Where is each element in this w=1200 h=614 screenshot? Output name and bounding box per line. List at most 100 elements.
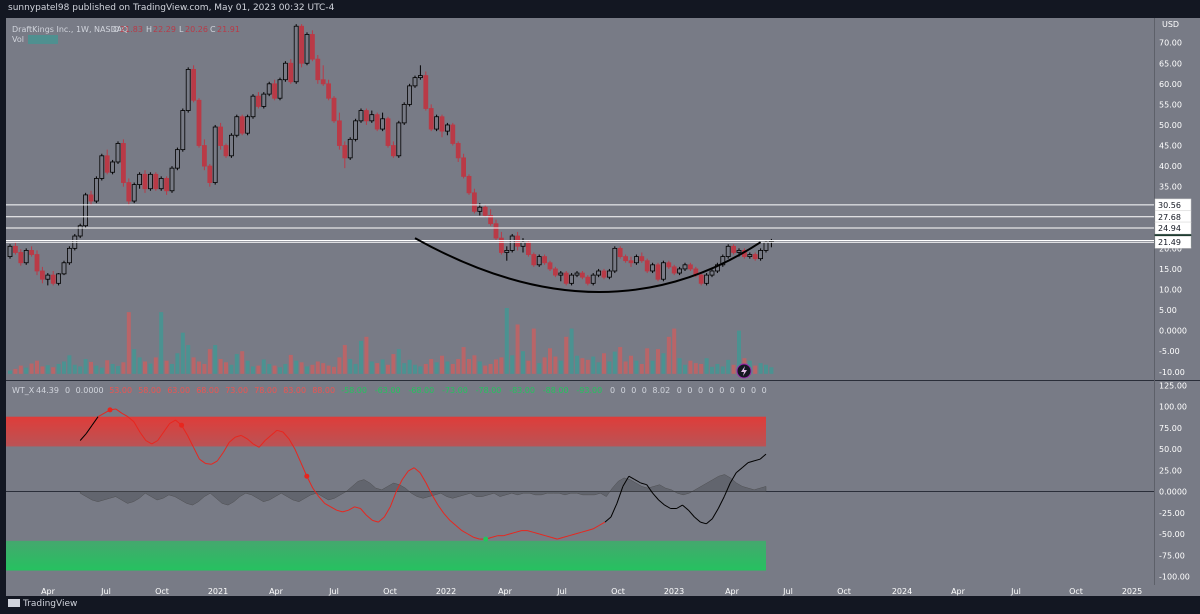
- wt-legend-value: 0: [677, 386, 682, 395]
- volume-bar: [542, 357, 547, 374]
- volume-bar: [564, 336, 569, 374]
- wt-line-segment: [288, 438, 296, 450]
- osc-tick-label: 50.00: [1159, 445, 1182, 454]
- volume-bar: [553, 356, 558, 374]
- volume-bar: [715, 363, 720, 374]
- wt-line-segment: [121, 412, 129, 418]
- wt-line-segment: [258, 440, 266, 448]
- volume-bar: [72, 364, 77, 374]
- wt-legend-value: -88.00: [543, 386, 569, 395]
- volume-bar: [67, 355, 72, 374]
- candle-body: [94, 178, 99, 202]
- chart-canvas[interactable]: 70.00 65.00 60.00 55.00 50.00 45.00 40.00 35.00…: [0, 18, 1200, 596]
- volume-bar: [639, 363, 644, 374]
- volume-bar: [278, 367, 282, 374]
- volume-bar: [710, 366, 714, 374]
- candle-body: [7, 245, 13, 257]
- volume-bar: [531, 328, 536, 374]
- volume-bar: [391, 354, 396, 374]
- wt-line-segment: [240, 434, 248, 440]
- price-tick-label: 15.00: [1159, 265, 1182, 274]
- volume-bar: [386, 364, 390, 374]
- volume-bar: [51, 367, 56, 374]
- candle-body: [731, 245, 736, 253]
- candle-body: [380, 118, 386, 130]
- wt-line-segment: [318, 496, 326, 504]
- close-label: C: [210, 25, 216, 34]
- candle-body: [212, 126, 218, 183]
- volume-bar: [407, 359, 412, 374]
- volume-bar: [720, 366, 725, 374]
- wt-line-segment: [717, 496, 725, 509]
- candle-body: [261, 93, 267, 107]
- volume-bar: [105, 360, 110, 374]
- candle-body: [720, 256, 726, 266]
- volume-bar: [326, 365, 331, 374]
- wt-line-segment: [252, 443, 260, 448]
- volume-bar: [137, 357, 142, 374]
- candle-body: [542, 256, 547, 264]
- candle-body: [607, 270, 612, 278]
- candle-body: [520, 241, 526, 247]
- candle-body: [180, 110, 186, 151]
- wt-line-segment: [563, 535, 570, 538]
- candle-body: [677, 268, 682, 274]
- candle-body: [385, 118, 391, 146]
- volume-bar: [704, 358, 709, 374]
- candle-body: [250, 95, 256, 118]
- volume-bar: [197, 361, 201, 374]
- wt-line-segment: [604, 516, 612, 523]
- wt-line-segment: [163, 423, 171, 433]
- volume-bar: [575, 355, 579, 374]
- wt-line-segment: [199, 458, 206, 464]
- candle-body: [164, 178, 170, 192]
- time-tick-label: 2023: [664, 587, 684, 596]
- candle-body: [218, 126, 224, 146]
- wt-line-segment: [664, 504, 671, 509]
- candle-body: [563, 272, 569, 284]
- wt-line-segment: [467, 533, 475, 538]
- time-tick-label: Oct: [1069, 587, 1083, 596]
- candle-body: [390, 145, 396, 157]
- candle-body: [45, 274, 51, 280]
- volume-bar: [229, 364, 234, 374]
- price-tick-label: 0.0000: [1159, 327, 1187, 336]
- time-tick-label: Oct: [383, 587, 397, 596]
- candle-body: [455, 143, 461, 159]
- volume-bar: [656, 349, 660, 374]
- high-label: H: [146, 25, 152, 34]
- wt-line-segment: [539, 533, 546, 537]
- publish-header: sunnypatel98 published on TradingView.co…: [0, 0, 1200, 18]
- wt-line-segment: [616, 486, 624, 504]
- wt-legend-value: 44.39: [36, 386, 59, 395]
- candle-body: [99, 155, 105, 179]
- volume-bar: [342, 345, 347, 374]
- candle-body: [461, 157, 467, 177]
- candle-body: [67, 247, 72, 264]
- candle-body: [282, 62, 288, 81]
- volume-bar: [78, 366, 83, 374]
- volume-bar: [672, 328, 677, 374]
- volume-bar: [13, 368, 18, 374]
- candle-body: [612, 247, 618, 272]
- wt-line-segment: [634, 479, 642, 484]
- volume-bar: [510, 355, 515, 374]
- wt-line-segment: [169, 419, 176, 424]
- wt-line-segment: [413, 467, 421, 474]
- tradingview-logo[interactable]: TradingView: [8, 599, 77, 609]
- volume-bar: [305, 366, 309, 374]
- volume-bar: [256, 365, 261, 374]
- candle-body: [396, 122, 402, 157]
- candle-body: [126, 182, 132, 202]
- wt-legend-value: 68.00: [196, 386, 219, 395]
- open-label: O: [113, 25, 119, 34]
- wt-line-segment: [389, 491, 397, 507]
- candle-body: [153, 173, 159, 190]
- volume-bar: [413, 364, 417, 374]
- wt-legend-value: 0.0000: [76, 386, 104, 395]
- low-label: L: [179, 25, 184, 34]
- level-label: 24.94: [1158, 224, 1181, 233]
- lightning-icon[interactable]: [736, 363, 752, 379]
- osc-tick-label: -100.00: [1159, 573, 1190, 582]
- wt-line-segment: [324, 502, 331, 508]
